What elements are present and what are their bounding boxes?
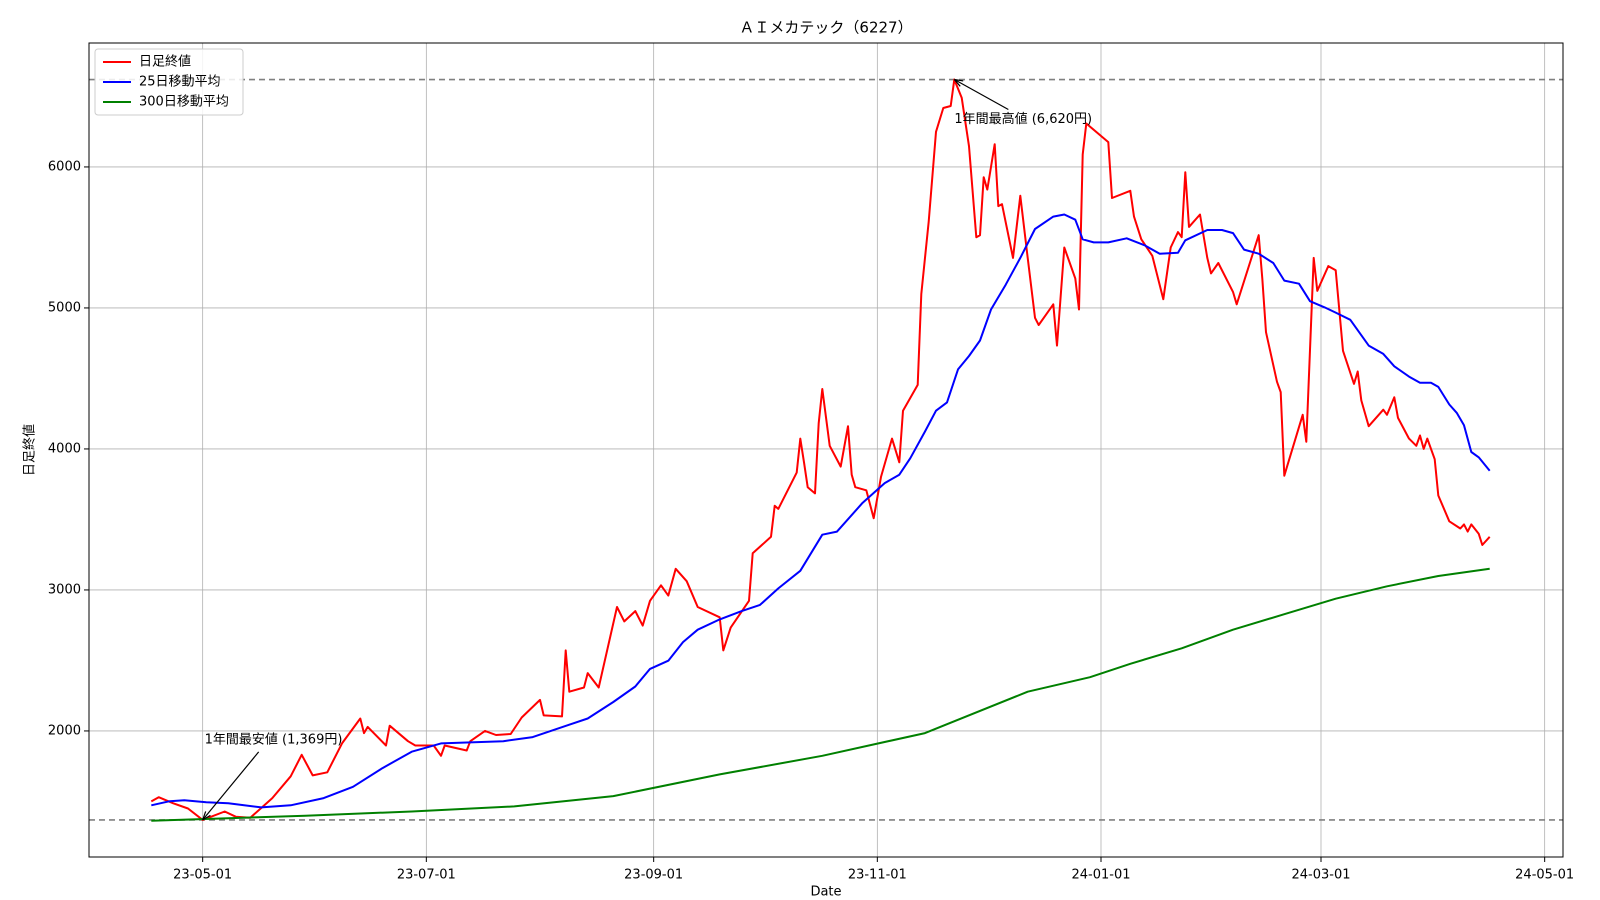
line-series xyxy=(151,213,1491,809)
y-tick-label: 6000 xyxy=(48,159,81,174)
annotation-text: 1年間最高値 (6,620円) xyxy=(954,111,1092,127)
y-tick-label: 3000 xyxy=(48,582,81,597)
legend-box xyxy=(94,48,244,116)
arrow-head xyxy=(953,78,964,87)
x-tick-label: 23-09-01 xyxy=(624,868,683,883)
plot-frame xyxy=(88,42,1564,858)
y-tick-label: 2000 xyxy=(48,723,81,738)
x-tick-label: 23-11-01 xyxy=(848,868,907,883)
legend-label: 300日移動平均 xyxy=(139,95,229,110)
annotation-arrow xyxy=(954,78,1009,111)
line-series xyxy=(151,567,1490,822)
legend-label: 日足終値 xyxy=(139,54,191,70)
y-tick-label: 4000 xyxy=(48,441,81,456)
line-series xyxy=(150,78,1491,821)
x-tick-label: 24-03-01 xyxy=(1291,868,1350,883)
annotation-arrow xyxy=(202,751,260,821)
y-tick-label: 5000 xyxy=(48,300,81,315)
x-tick-label: 24-01-01 xyxy=(1071,868,1130,883)
x-tick-label: 24-05-01 xyxy=(1515,868,1574,883)
chart-title: ＡＩメカテック（6227） xyxy=(739,19,912,37)
y-axis-label: 日足終値 xyxy=(22,424,38,476)
legend-label: 25日移動平均 xyxy=(139,75,221,90)
x-tick-label: 23-07-01 xyxy=(397,868,456,883)
annotation-text: 1年間最安値 (1,369円) xyxy=(205,731,343,747)
x-tick-label: 23-05-01 xyxy=(173,868,232,883)
arrow-head xyxy=(202,811,211,821)
x-axis-label: Date xyxy=(810,885,841,900)
